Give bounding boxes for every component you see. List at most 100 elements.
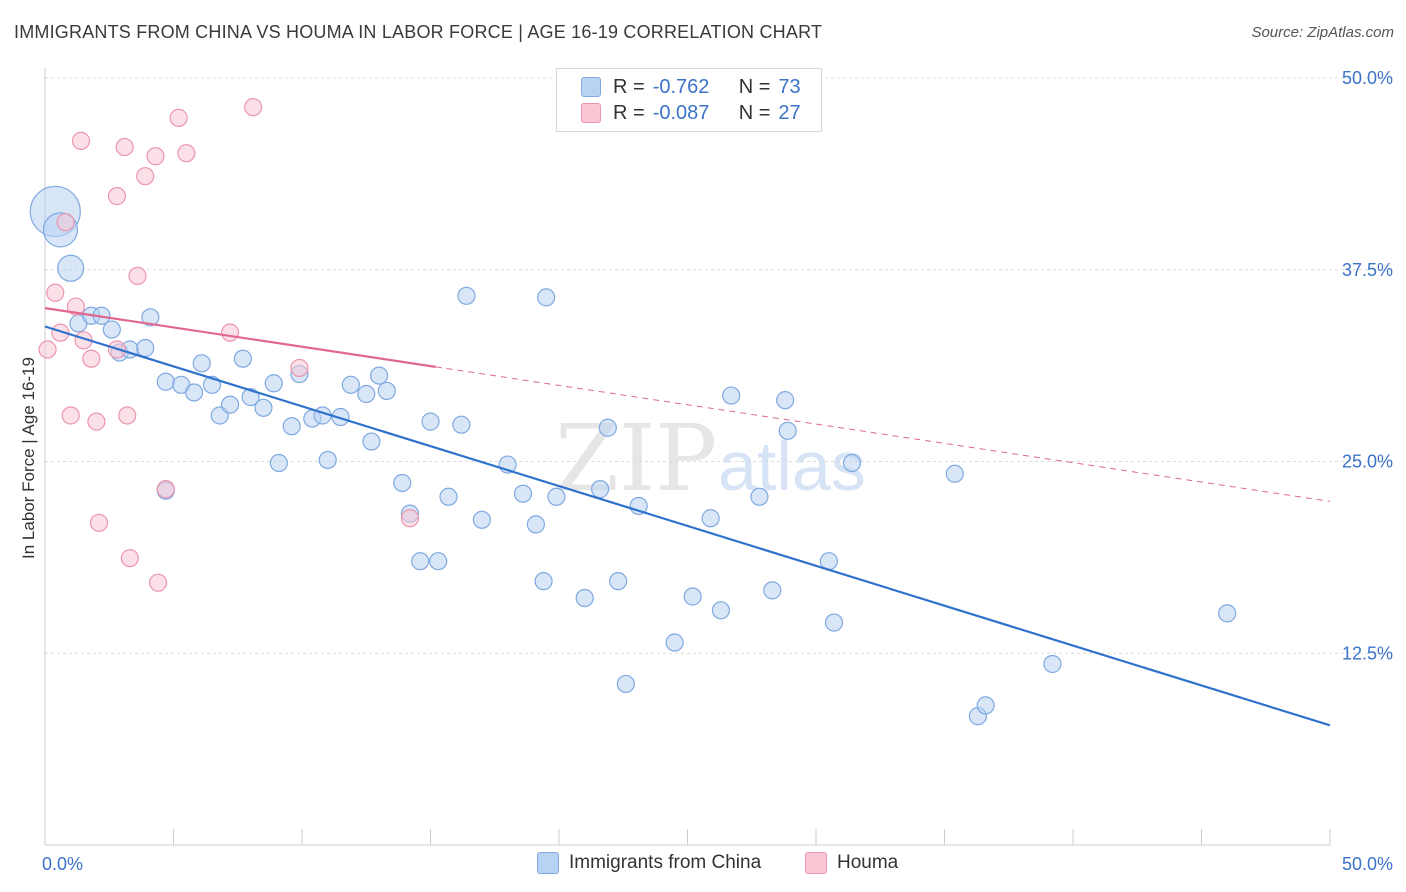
y-axis-label: In Labor Force | Age 16-19 (19, 357, 38, 559)
source-credit: Source: ZipAtlas.com (1251, 24, 1394, 41)
data-point (233, 349, 252, 368)
legend-r-label: R = (613, 101, 645, 124)
data-point (778, 421, 797, 440)
legend-row-houma: R = -0.087 N = 27 (581, 100, 801, 126)
legend-item-china: Immigrants from China (537, 852, 761, 874)
data-point (452, 415, 471, 434)
data-point (665, 633, 684, 652)
data-point (976, 696, 995, 715)
data-point (254, 398, 273, 417)
data-point (71, 131, 91, 150)
legend-n-value: 27 (778, 101, 801, 124)
data-point (763, 581, 782, 600)
data-point (370, 366, 389, 385)
data-point (148, 573, 168, 592)
chart-title: IMMIGRANTS FROM CHINA VS HOUMA IN LABOR … (14, 22, 823, 42)
legend-row-china: R = -0.762 N = 73 (581, 74, 801, 100)
data-point (82, 349, 101, 368)
data-point (61, 406, 80, 425)
trendline-houma-solid (44, 307, 436, 368)
data-point (537, 288, 556, 307)
data-point (362, 432, 381, 451)
data-point (575, 588, 594, 608)
data-point (683, 587, 702, 606)
data-point (56, 213, 75, 232)
data-point (341, 375, 360, 394)
data-point (136, 167, 155, 186)
data-point (192, 354, 211, 373)
data-point (701, 509, 720, 528)
x-tick-label: 50.0% (1342, 854, 1393, 874)
legend-item-houma: Houma (805, 852, 898, 874)
data-point (1218, 604, 1237, 623)
data-point (318, 450, 337, 470)
data-point (269, 453, 288, 473)
legend-swatch-china (581, 77, 601, 97)
data-point (722, 386, 741, 405)
trendline-houma-dashed (435, 366, 1331, 502)
data-point (411, 552, 430, 571)
data-point (1043, 654, 1062, 674)
legend-r-label: R = (613, 75, 645, 98)
data-point (57, 254, 85, 282)
data-point (513, 484, 533, 503)
legend-r-value: -0.087 (652, 101, 710, 124)
data-point (177, 144, 196, 163)
data-point (120, 549, 139, 568)
legend-n-value: 73 (778, 75, 801, 98)
data-point (598, 418, 617, 437)
data-point (128, 266, 147, 285)
data-point (156, 480, 175, 499)
data-point (241, 387, 260, 407)
data-point (146, 147, 165, 166)
data-point (87, 412, 106, 431)
data-point (457, 286, 476, 305)
data-point (46, 283, 65, 302)
legend-label-china: Immigrants from China (569, 852, 762, 873)
y-tick-label: 25.0% (1342, 452, 1393, 472)
data-point (439, 487, 458, 506)
series-legend: Immigrants from China Houma (0, 852, 1406, 878)
data-point (472, 510, 491, 529)
data-point (66, 297, 85, 316)
data-point (156, 372, 175, 391)
data-point (220, 395, 240, 414)
data-point (824, 613, 844, 632)
watermark-atlas: atlas (718, 427, 866, 505)
data-point (169, 108, 188, 127)
legend-n-label: N = (738, 101, 771, 124)
data-point (429, 552, 448, 571)
data-point (591, 480, 610, 499)
legend-swatch-china (537, 852, 559, 874)
data-point (244, 98, 263, 117)
data-point (711, 601, 731, 620)
y-tick-label: 12.5% (1342, 643, 1393, 663)
tick-labels: 12.5% 25.0% 37.5% 50.0% 0.0% 50.0% (42, 68, 1393, 874)
y-tick-label: 37.5% (1342, 260, 1393, 280)
data-point (107, 187, 127, 206)
data-point (51, 323, 70, 342)
data-point (534, 572, 553, 591)
data-point (377, 381, 396, 401)
legend-swatch-houma (805, 852, 827, 874)
data-point (220, 323, 240, 342)
data-point (526, 515, 545, 534)
data-point (750, 487, 769, 506)
data-point (357, 384, 376, 404)
legend-n-label: N = (738, 75, 771, 98)
legend-r-value: -0.762 (652, 75, 710, 98)
legend-swatch-houma (581, 103, 601, 123)
data-point (616, 674, 635, 694)
data-point (89, 513, 109, 532)
y-tick-label: 50.0% (1342, 68, 1393, 88)
data-point (393, 473, 412, 493)
data-point (264, 374, 283, 393)
data-point (282, 417, 301, 436)
data-point (609, 572, 628, 591)
trendline-china (44, 325, 1331, 727)
data-point (38, 340, 57, 359)
data-point (136, 338, 155, 358)
data-point (842, 453, 862, 473)
data-point (102, 320, 121, 339)
data-point (184, 383, 204, 402)
